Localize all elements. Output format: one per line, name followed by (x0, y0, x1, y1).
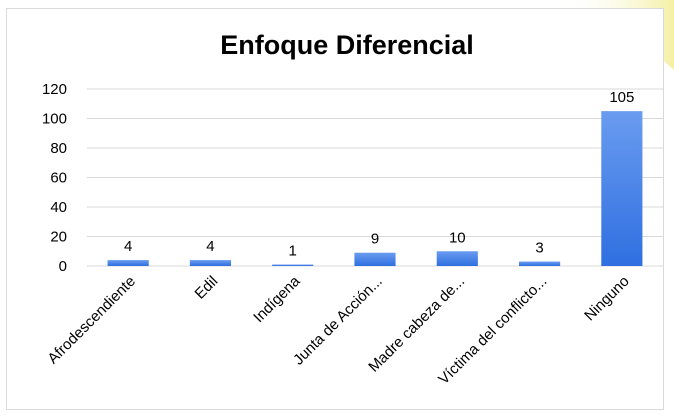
data-label: 1 (289, 243, 297, 260)
y-tick-label: 60 (50, 170, 67, 187)
data-label: 10 (449, 229, 466, 246)
bars (107, 111, 643, 266)
x-tick-label: Edil (192, 273, 222, 303)
bar (354, 252, 396, 266)
bar (272, 264, 314, 266)
bar (436, 251, 478, 266)
bar (519, 261, 561, 266)
bar (189, 260, 231, 266)
data-label: 105 (609, 89, 634, 106)
y-tick-label: 0 (59, 258, 67, 275)
x-tick-label: Ninguno (581, 273, 633, 325)
x-tick-label: Indígena (250, 272, 304, 326)
y-tick-label: 40 (50, 199, 67, 216)
data-label: 3 (535, 240, 543, 257)
gridlines (87, 88, 663, 267)
y-tick-label: 120 (42, 81, 67, 98)
y-axis: 0 20 40 60 80 100 120 (42, 81, 67, 275)
chart-frame: Enfoque Diferencial 0 20 40 60 80 100 120 4 4 1 9… (6, 8, 664, 410)
data-label: 4 (124, 238, 132, 255)
bar (601, 111, 643, 266)
x-tick-label: Junta de Acción... (290, 273, 386, 369)
y-tick-label: 80 (50, 140, 67, 157)
y-tick-label: 100 (42, 111, 67, 128)
bar-chart: Enfoque Diferencial 0 20 40 60 80 100 120 4 4 1 9… (42, 30, 663, 388)
y-tick-label: 20 (50, 229, 67, 246)
data-label: 9 (371, 231, 379, 248)
bar (107, 260, 149, 266)
data-label: 4 (206, 238, 214, 255)
chart-title: Enfoque Diferencial (220, 30, 474, 60)
data-labels: 4 4 1 9 10 3 105 (124, 89, 634, 259)
x-tick-label: Afrodescendiente (44, 273, 139, 368)
